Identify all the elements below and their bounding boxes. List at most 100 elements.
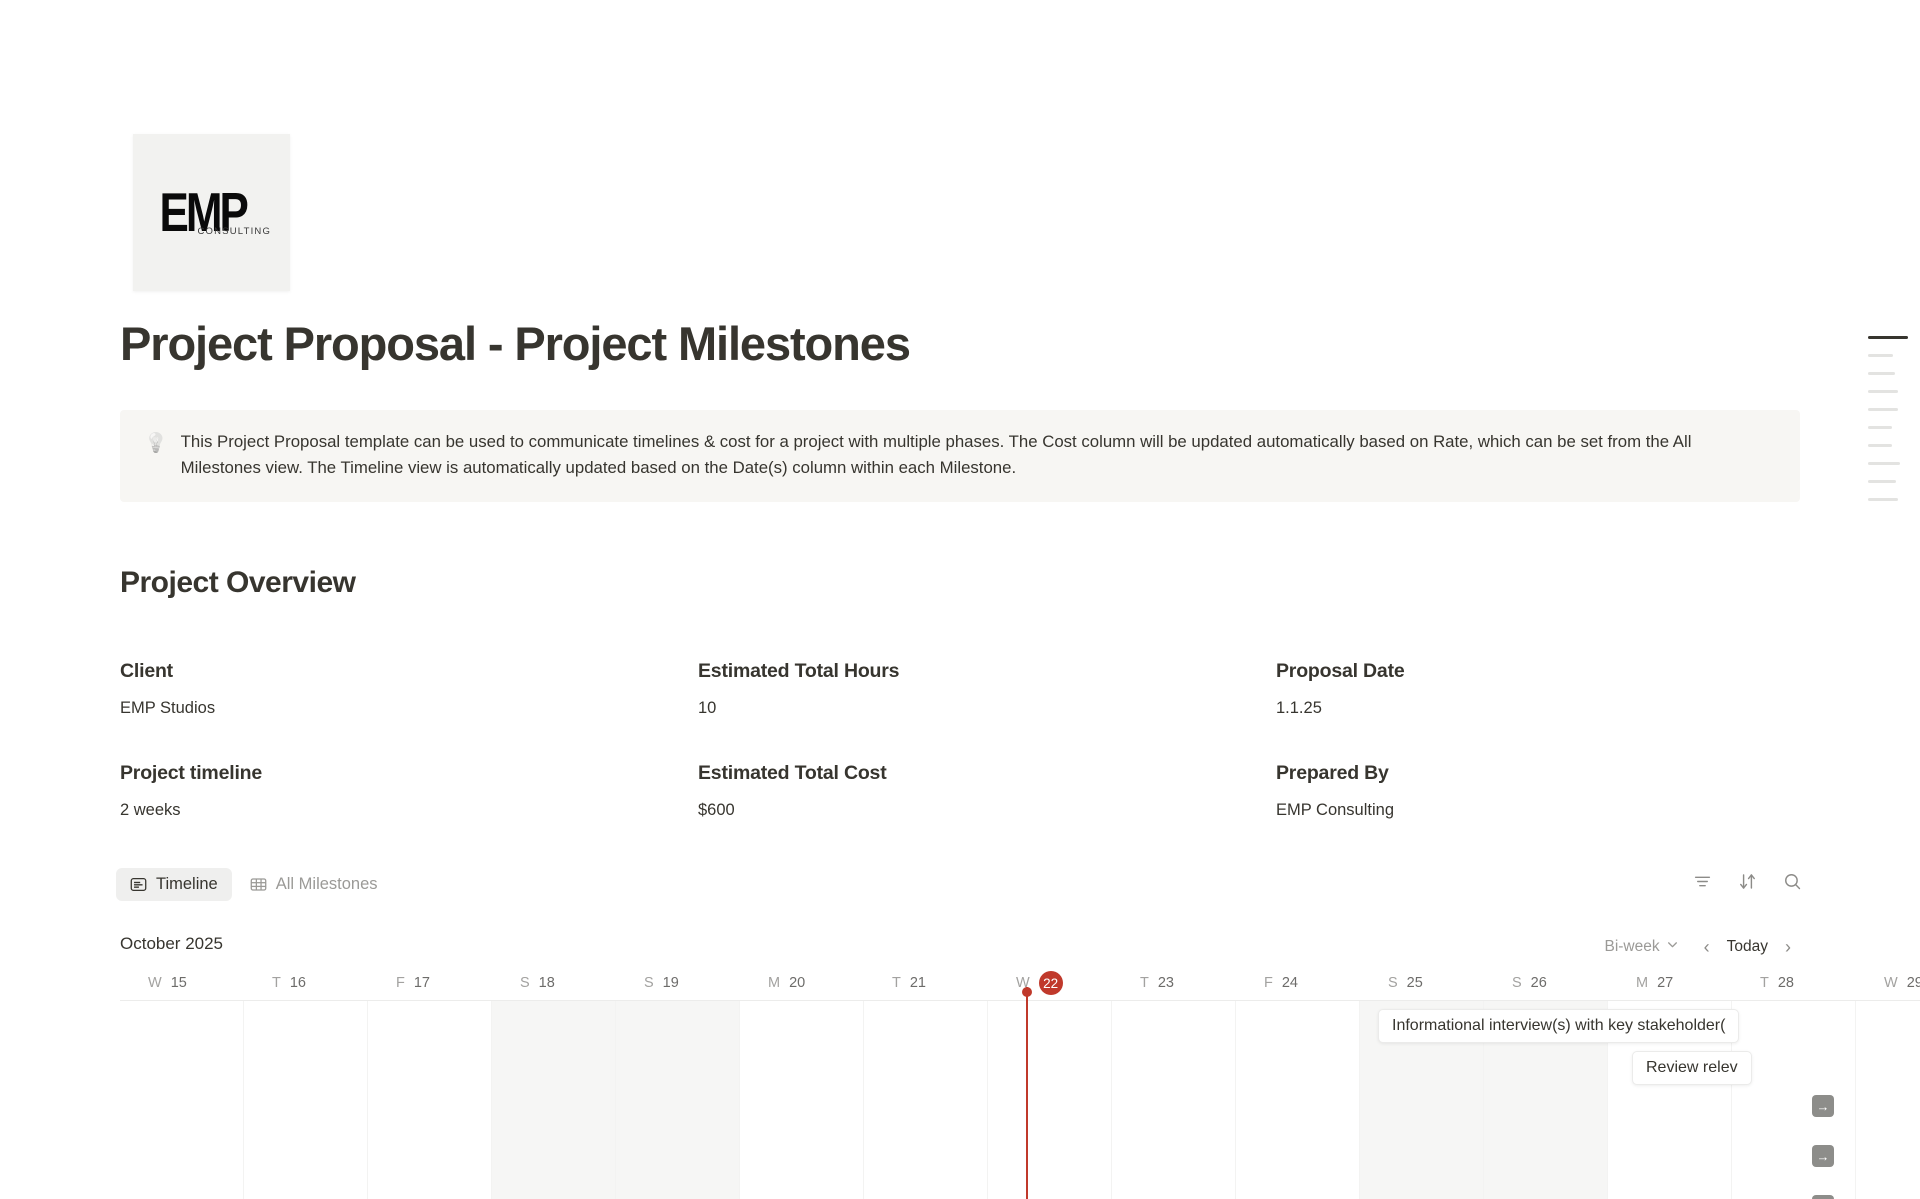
- field-value: EMP Consulting: [1276, 801, 1395, 819]
- day-number: 28: [1777, 975, 1794, 991]
- overview-field-prepared-by: Prepared By EMP Consulting: [1276, 762, 1800, 820]
- timeline-day-header: M 27: [1608, 966, 1732, 1000]
- outline-mark[interactable]: [1868, 336, 1908, 339]
- timeline-range-selector[interactable]: Bi-week: [1596, 934, 1686, 960]
- field-label: Proposal Date: [1276, 660, 1405, 682]
- company-logo: EMP CONSULTING: [133, 134, 290, 291]
- tab-label: Timeline: [156, 875, 218, 893]
- timeline-prev-button[interactable]: ‹: [1703, 937, 1710, 957]
- overview-row: Client EMP Studios Estimated Total Hours…: [120, 660, 1800, 718]
- field-value: EMP Studios: [120, 699, 216, 717]
- tab-timeline[interactable]: Timeline: [116, 868, 232, 901]
- timeline-view-icon: [130, 876, 147, 893]
- day-number: 21: [909, 975, 926, 991]
- timeline-day-column: [1236, 1001, 1360, 1199]
- outline-mark[interactable]: [1868, 354, 1893, 357]
- timeline-grid: W 15 T 16 F 17 S 18 S 19 M 20 T 21 W 22 T 23 F 24 S 25 S 26 M 27 T…: [120, 966, 1920, 1199]
- day-of-week: M: [1636, 975, 1649, 991]
- timeline-range-label: Bi-week: [1604, 938, 1660, 955]
- timeline-day-header: T 16: [244, 966, 368, 1000]
- timeline-body: Informational interview(s) with key stak…: [120, 987, 1920, 1199]
- day-number: 18: [538, 975, 555, 991]
- day-of-week: F: [1264, 975, 1273, 991]
- project-overview-grid: Client EMP Studios Estimated Total Hours…: [120, 660, 1800, 820]
- outline-mark[interactable]: [1868, 498, 1898, 501]
- day-number: 20: [789, 975, 806, 991]
- expand-row-3[interactable]: →: [1812, 1195, 1834, 1199]
- timeline-day-header: F 17: [368, 966, 492, 1000]
- overview-field-proposal-date: Proposal Date 1.1.25: [1276, 660, 1800, 718]
- today-marker-line: [1022, 987, 1032, 1199]
- expand-row-2[interactable]: →: [1812, 1145, 1834, 1167]
- filter-icon[interactable]: [1693, 872, 1712, 896]
- timeline-day-headers: W 15 T 16 F 17 S 18 S 19 M 20 T 21 W 22 T 23 F 24 S 25 S 26 M 27 T…: [120, 966, 1920, 1000]
- timeline-day-header: S 26: [1484, 966, 1608, 1000]
- field-value: $600: [698, 801, 735, 819]
- day-of-week: F: [396, 975, 405, 991]
- day-number: 16: [289, 975, 306, 991]
- tab-all-milestones[interactable]: All Milestones: [236, 868, 392, 901]
- logo-inner: EMP CONSULTING: [142, 178, 282, 248]
- overview-field-project-timeline: Project timeline 2 weeks: [120, 762, 698, 820]
- day-of-week: S: [1388, 975, 1398, 991]
- day-of-week: T: [892, 975, 901, 991]
- outline-mark[interactable]: [1868, 480, 1896, 483]
- expand-row-1[interactable]: →: [1812, 1095, 1834, 1117]
- overview-field-estimated-total-hours: Estimated Total Hours 10: [698, 660, 1276, 718]
- timeline-day-column: [1112, 1001, 1236, 1199]
- outline-mark[interactable]: [1868, 444, 1892, 447]
- day-of-week: S: [644, 975, 654, 991]
- logo-subtext: CONSULTING: [197, 225, 272, 237]
- outline-mark[interactable]: [1868, 390, 1898, 393]
- day-of-week: W: [1884, 975, 1898, 991]
- search-icon[interactable]: [1783, 872, 1802, 896]
- timeline-task-bar[interactable]: Informational interview(s) with key stak…: [1378, 1009, 1740, 1043]
- timeline-day-header: M 20: [740, 966, 864, 1000]
- logo-wordmark: EMP: [159, 181, 249, 243]
- timeline-next-button[interactable]: ›: [1785, 937, 1791, 957]
- overview-field-estimated-total-cost: Estimated Total Cost $600: [698, 762, 1276, 820]
- day-of-week: T: [272, 975, 281, 991]
- day-number: 29: [1906, 975, 1920, 991]
- timeline-day-header: T 23: [1112, 966, 1236, 1000]
- field-label: Estimated Total Hours: [698, 660, 900, 682]
- timeline-day-header: T 28: [1732, 966, 1856, 1000]
- document-outline-minimap[interactable]: [1868, 336, 1912, 516]
- day-of-week: S: [520, 975, 530, 991]
- timeline-day-header: S 25: [1360, 966, 1484, 1000]
- timeline-day-column: [616, 1001, 740, 1199]
- timeline-day-column: [368, 1001, 492, 1199]
- day-number: 22: [1038, 971, 1063, 995]
- outline-mark[interactable]: [1868, 372, 1895, 375]
- day-number: 15: [170, 975, 187, 991]
- timeline-day-column: [120, 1001, 244, 1199]
- timeline-day-column: [740, 1001, 864, 1199]
- timeline-today-button[interactable]: Today: [1726, 938, 1768, 955]
- field-value: 2 weeks: [120, 801, 181, 819]
- sort-icon[interactable]: [1738, 872, 1757, 896]
- database-toolbar: [1693, 872, 1802, 896]
- outline-mark[interactable]: [1868, 426, 1892, 429]
- tab-label: All Milestones: [275, 875, 378, 893]
- overview-row: Project timeline 2 weeks Estimated Total…: [120, 762, 1800, 820]
- timeline-day-header: T 21: [864, 966, 988, 1000]
- lightbulb-icon: 💡: [144, 433, 168, 454]
- timeline-day-column: [492, 1001, 616, 1199]
- timeline-controls: Bi-week ‹ Today ›: [1596, 934, 1800, 960]
- today-marker-dot: [1022, 987, 1032, 997]
- day-of-week: W: [148, 975, 162, 991]
- timeline-day-column: [1732, 1001, 1856, 1199]
- day-number: 27: [1657, 975, 1674, 991]
- timeline-task-bar[interactable]: Review relev: [1632, 1051, 1752, 1085]
- overview-field-client: Client EMP Studios: [120, 660, 698, 718]
- day-of-week: M: [768, 975, 781, 991]
- table-view-icon: [250, 876, 267, 893]
- chevron-down-icon: [1666, 938, 1679, 956]
- timeline-day-column: [988, 1001, 1112, 1199]
- timeline-day-column: [244, 1001, 368, 1199]
- section-heading-project-overview: Project Overview: [120, 566, 356, 599]
- timeline-day-header: S 19: [616, 966, 740, 1000]
- outline-mark[interactable]: [1868, 462, 1900, 465]
- outline-mark[interactable]: [1868, 408, 1898, 411]
- timeline-day-header: F 24: [1236, 966, 1360, 1000]
